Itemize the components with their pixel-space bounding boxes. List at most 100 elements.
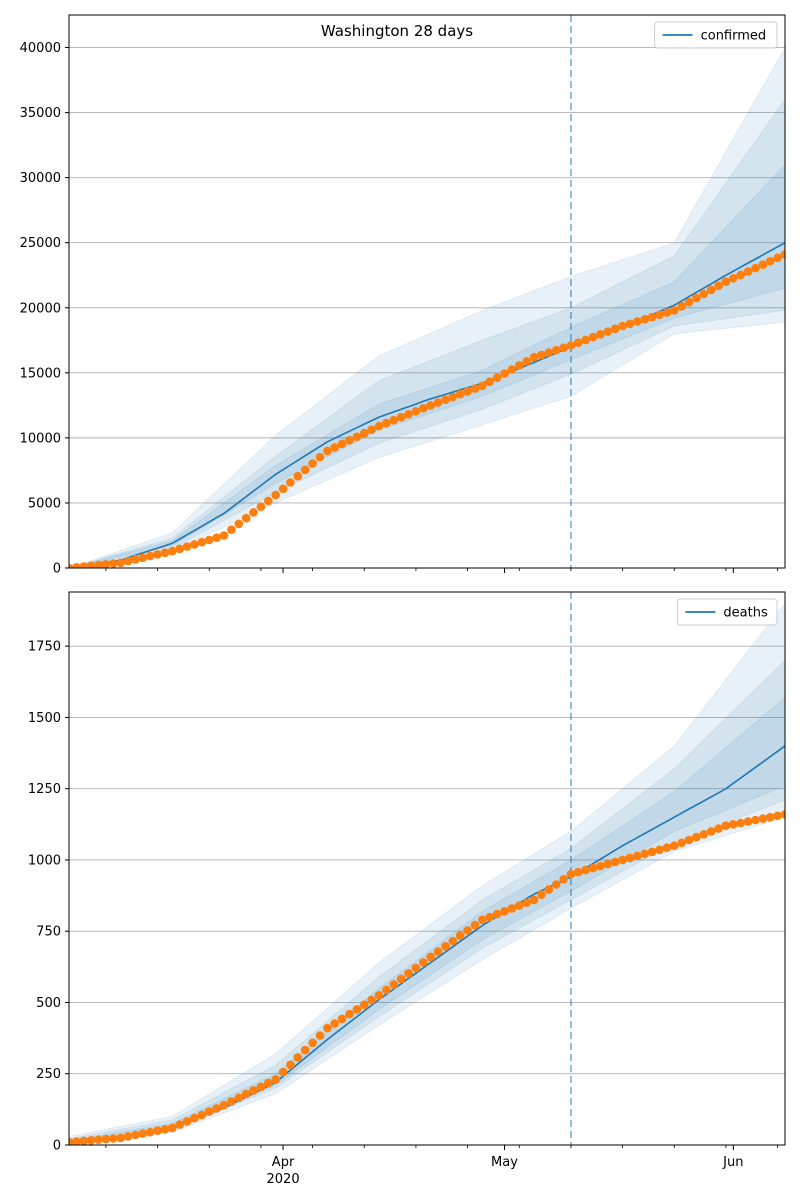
x-tick-label: Jun [722, 1155, 743, 1170]
observed-point [345, 436, 354, 445]
y-tick-label: 0 [53, 562, 61, 577]
observed-point [603, 327, 613, 336]
observed-point [751, 263, 760, 273]
observed-point [389, 980, 399, 989]
y-axis: 0 250 500 750 1000 1250 1500 1750 [28, 640, 69, 1154]
observed-point [596, 861, 605, 871]
observed-point [581, 865, 590, 875]
uncertainty-band-1 [69, 46, 785, 568]
observed-point [109, 1134, 118, 1143]
observed-point [574, 338, 583, 348]
y-tick-label: 1250 [28, 782, 61, 797]
observed-point [293, 471, 303, 481]
uncertainty-band-2 [69, 659, 785, 1145]
y-gridlines [69, 47, 785, 569]
observed-point [780, 810, 785, 819]
observed-point [478, 915, 487, 925]
observed-point [69, 1137, 74, 1145]
observed-point [581, 335, 590, 345]
observed-point [271, 1075, 281, 1084]
observed-point [389, 415, 399, 425]
x-tick-label: May [491, 1155, 518, 1170]
observed-point [249, 1086, 258, 1095]
observed-point [566, 341, 576, 350]
observed-point [315, 452, 325, 462]
observed-point [293, 1053, 303, 1062]
observed-point [773, 811, 782, 821]
y-gridlines [69, 645, 785, 1146]
observed-point [515, 361, 524, 370]
observed-point [463, 926, 472, 935]
observed-point [625, 853, 635, 863]
observed-point [256, 502, 266, 512]
observed-point [145, 551, 155, 561]
observed-point [448, 392, 458, 402]
observed-point [101, 1134, 111, 1144]
observed-point [175, 544, 184, 554]
axes-frame [68, 14, 786, 569]
observed-point [692, 832, 701, 842]
observed-point [249, 508, 258, 517]
observed-point [72, 1137, 81, 1145]
legend-box [676, 598, 778, 626]
observed-point [367, 425, 376, 435]
uncertainty-band-2 [69, 98, 785, 568]
observed-point [190, 540, 199, 549]
observed-point [714, 281, 723, 291]
observed-point [419, 958, 428, 967]
observed-point [160, 548, 170, 558]
observed-point [662, 308, 672, 317]
y-tick-label: 35000 [20, 106, 61, 121]
observed-point [367, 995, 376, 1005]
observed-point [264, 1078, 273, 1088]
confirmed-panel: 0 5000 10000 15000 20000 25000 30000 35000 40000… [20, 14, 786, 577]
observed-point [721, 277, 731, 287]
observed-point [633, 317, 642, 326]
observed-point [352, 432, 362, 442]
legend: confirmed [654, 21, 778, 49]
observed-point [86, 561, 96, 568]
observed-point [758, 260, 768, 270]
observed-point [729, 274, 738, 283]
observed-point [204, 535, 214, 545]
y-tick-label: 40000 [20, 41, 61, 56]
observed-point [522, 357, 531, 366]
observed-point [677, 838, 686, 848]
observed-point [537, 890, 546, 899]
observed-point [441, 942, 450, 951]
observed-point [559, 875, 568, 884]
observed-point [382, 418, 391, 428]
deaths-panel: 0 250 500 750 1000 1250 1500 1750 Apr 2020 May Jun d… [28, 591, 786, 1187]
y-tick-label: 250 [36, 1067, 61, 1082]
observed-point [426, 401, 436, 410]
observed-point [714, 824, 723, 833]
observed-point [610, 857, 620, 867]
observed-point [72, 563, 81, 568]
observed-point [197, 537, 207, 547]
observed-point [315, 1031, 325, 1040]
observed-point [264, 496, 273, 506]
observed-point [515, 901, 524, 910]
observed-point [559, 343, 568, 353]
observed-point [736, 818, 745, 828]
observed-point [492, 909, 502, 919]
observed-point [241, 513, 251, 523]
observed-point [337, 439, 347, 449]
observed-point [706, 285, 716, 295]
y-axis: 0 5000 10000 15000 20000 25000 30000 35000 40000 [20, 41, 69, 577]
legend-box [654, 21, 778, 49]
y-tick-label: 20000 [20, 301, 61, 316]
observed-point [175, 1120, 184, 1129]
observed-point [204, 1107, 214, 1116]
observed-point [278, 484, 288, 494]
observed-point [684, 835, 694, 845]
observed-point [219, 1100, 229, 1110]
x-tick-sublabel: 2020 [267, 1172, 300, 1187]
observed-point [168, 1123, 177, 1133]
observed-point [330, 1019, 340, 1028]
observed-point [404, 410, 413, 419]
observed-point [145, 1127, 155, 1137]
observed-point [419, 404, 428, 413]
observed-point [610, 324, 620, 334]
